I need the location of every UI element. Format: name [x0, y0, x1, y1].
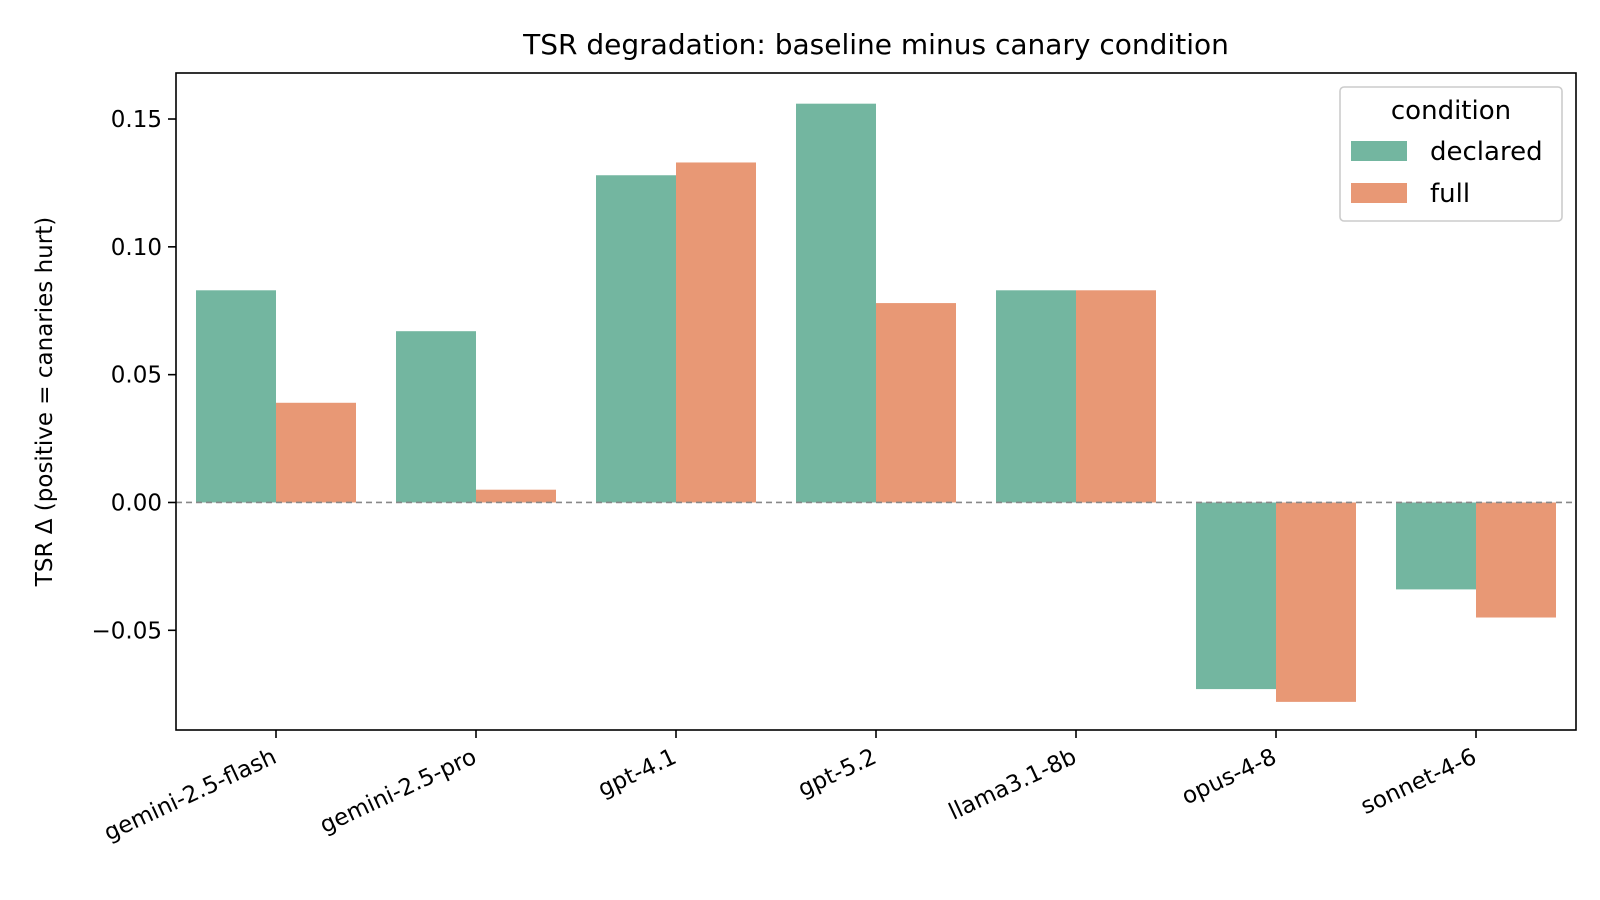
bar-declared-sonnet-4-6 — [1396, 502, 1476, 590]
bar-declared-llama3.1-8b — [996, 290, 1076, 503]
y-tick-label: 0.15 — [111, 107, 162, 133]
bar-declared-gpt-4.1 — [596, 175, 676, 503]
bar-full-opus-4-8 — [1276, 502, 1356, 702]
y-tick-label: 0.00 — [111, 490, 162, 516]
legend-title: condition — [1391, 96, 1511, 126]
bar-full-gemini-2.5-pro — [476, 489, 556, 503]
bar-full-sonnet-4-6 — [1476, 502, 1556, 618]
y-axis: −0.05 0.00 0.05 0.10 0.15 — [92, 107, 176, 644]
y-tick-label: 0.05 — [111, 363, 162, 389]
bar-declared-gemini-2.5-flash — [196, 290, 276, 503]
bar-full-llama3.1-8b — [1076, 290, 1156, 503]
legend-label-full: full — [1430, 179, 1470, 209]
y-tick-label: 0.10 — [111, 235, 162, 261]
bars-group — [196, 103, 1556, 702]
legend-swatch-declared — [1351, 141, 1407, 161]
bar-full-gpt-5.2 — [876, 303, 956, 503]
chart-title: TSR degradation: baseline minus canary c… — [522, 28, 1229, 61]
bar-declared-opus-4-8 — [1196, 502, 1276, 690]
legend: condition declared full — [1339, 86, 1563, 222]
bar-full-gpt-4.1 — [676, 162, 756, 503]
y-axis-label: TSR Δ (positive = canaries hurt) — [32, 217, 58, 587]
y-tick-label: −0.05 — [92, 618, 162, 644]
bar-full-gemini-2.5-flash — [276, 402, 356, 503]
legend-swatch-full — [1351, 183, 1407, 203]
bar-declared-gemini-2.5-pro — [396, 331, 476, 503]
bar-declared-gpt-5.2 — [796, 103, 876, 503]
legend-label-declared: declared — [1430, 137, 1543, 167]
